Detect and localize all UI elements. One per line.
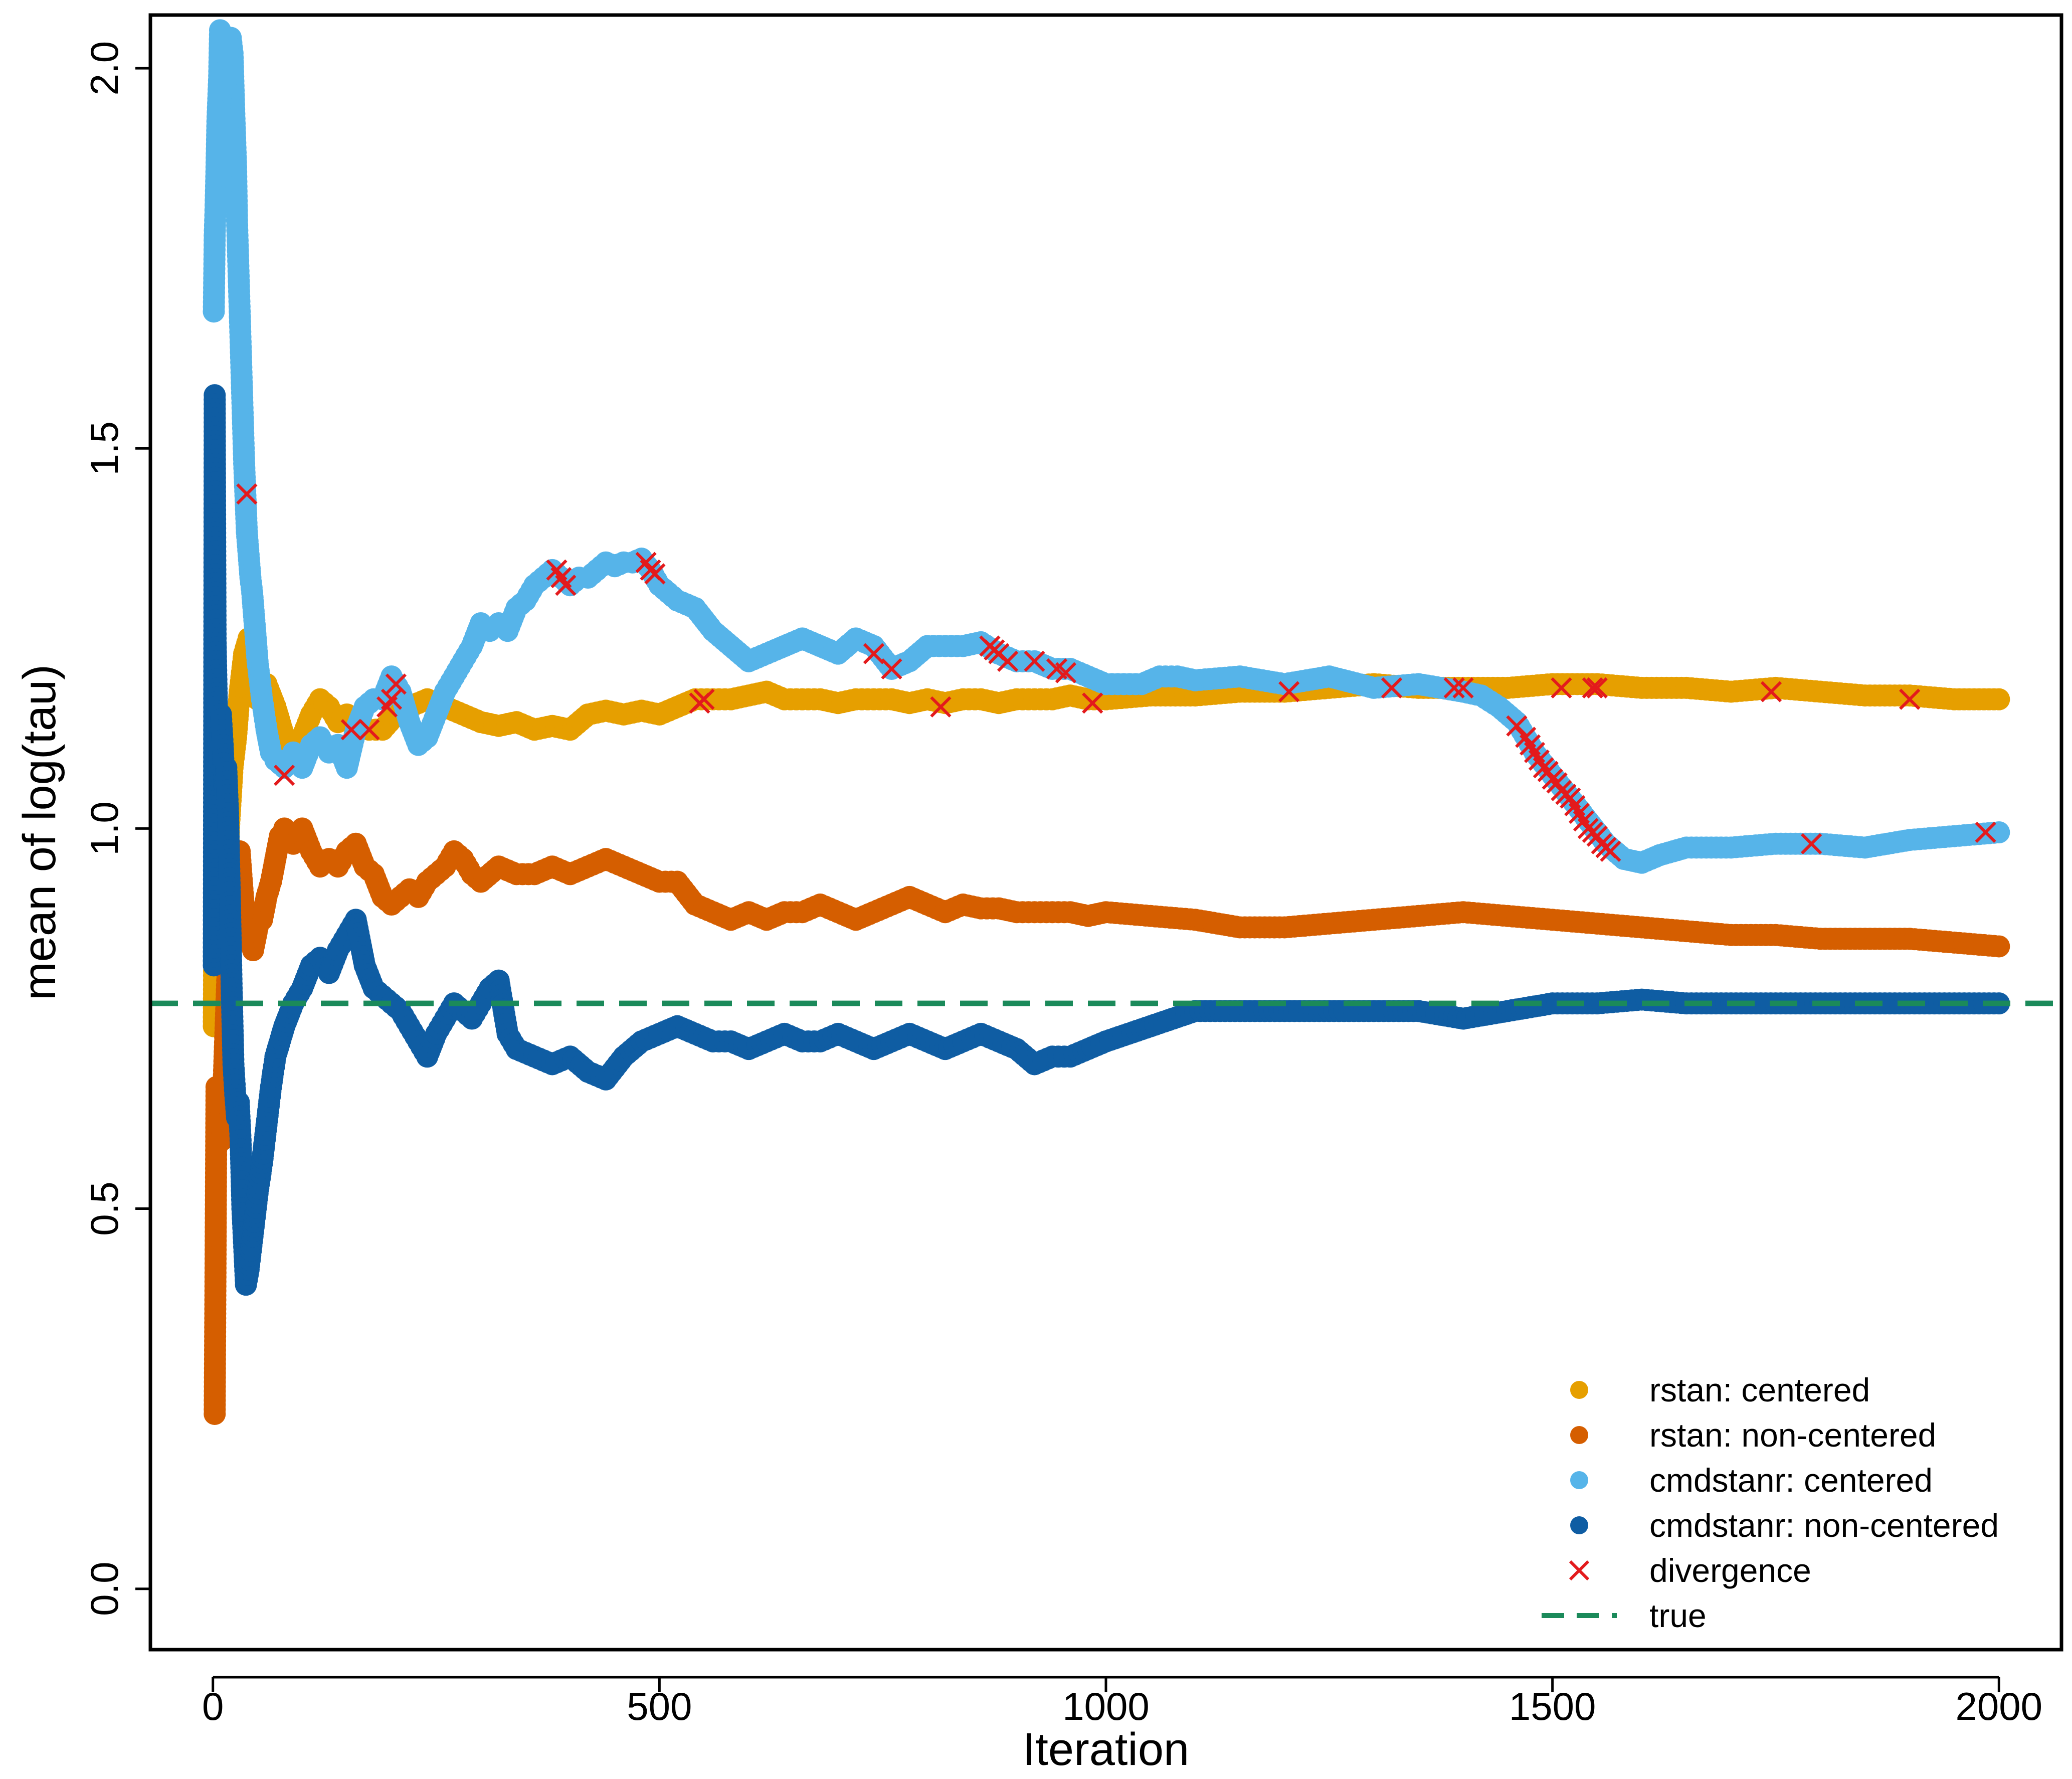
- legend-label: rstan: non-centered: [1649, 1416, 1936, 1454]
- divergence-layer: [236, 483, 1996, 862]
- series-3: [203, 384, 2010, 1296]
- legend-label: true: [1649, 1597, 1707, 1634]
- x-tick-label: 1000: [1062, 1684, 1150, 1728]
- legend-dot-symbol: [1570, 1516, 1588, 1534]
- divergence-marker: [358, 719, 380, 741]
- divergence-marker: [385, 673, 407, 695]
- legend-item: rstan: non-centered: [1570, 1416, 1936, 1454]
- divergence-marker: [930, 696, 952, 718]
- legend-dot-symbol: [1570, 1381, 1588, 1399]
- legend-label: divergence: [1649, 1552, 1811, 1589]
- x-tick-label: 2000: [1956, 1684, 2043, 1728]
- divergence-marker: [693, 688, 715, 710]
- legend-dot-symbol: [1570, 1426, 1588, 1444]
- y-tick-label: 2.0: [82, 41, 126, 95]
- legend-dot-symbol: [1570, 1471, 1588, 1489]
- divergence-marker: [274, 765, 295, 786]
- plot-frame: [148, 13, 2063, 1652]
- legend-item: true: [1542, 1597, 1707, 1634]
- divergence-marker: [1082, 692, 1103, 714]
- legend-label: cmdstanr: centered: [1649, 1462, 1933, 1499]
- axes-layer: 0 500 1000 1500 2000 0.0 0.5 1.0 1.5 2.0: [82, 41, 2042, 1728]
- divergence-marker: [381, 688, 403, 710]
- divergence-marker: [1506, 715, 1528, 737]
- divergence-marker: [1582, 677, 1603, 699]
- divergence-marker: [1055, 662, 1076, 683]
- legend-x-symbol: [1569, 1560, 1590, 1581]
- legend: rstan: centered rstan: non-centered cmdsta…: [1542, 1371, 1999, 1634]
- divergence-marker: [1381, 677, 1403, 699]
- divergence-marker: [1975, 821, 1996, 843]
- legend-item: cmdstanr: non-centered: [1570, 1507, 1999, 1544]
- divergence-marker: [340, 719, 362, 741]
- divergence-marker: [1278, 681, 1300, 702]
- data-point: [1988, 821, 2010, 843]
- divergence-marker: [236, 483, 258, 505]
- y-axis-title: mean of log(tau): [14, 664, 65, 1000]
- legend-label: rstan: centered: [1649, 1371, 1870, 1408]
- divergence-marker: [1760, 681, 1782, 702]
- divergence-marker: [1899, 688, 1921, 710]
- data-point: [1988, 935, 2010, 958]
- y-tick-label: 1.5: [82, 421, 126, 475]
- divergence-marker: [1600, 840, 1621, 862]
- x-tick-label: 0: [202, 1684, 224, 1728]
- legend-item: cmdstanr: centered: [1570, 1462, 1933, 1499]
- divergence-marker: [555, 575, 577, 596]
- y-tick-label: 0.5: [82, 1181, 126, 1235]
- data-point: [1988, 688, 2010, 710]
- divergence-marker: [863, 643, 884, 664]
- x-tick-label: 1500: [1509, 1684, 1596, 1728]
- divergence-marker: [997, 650, 1019, 672]
- divergence-marker: [1024, 650, 1045, 672]
- divergence-marker: [644, 563, 666, 585]
- legend-item: rstan: centered: [1570, 1371, 1870, 1408]
- legend-label: cmdstanr: non-centered: [1649, 1507, 1999, 1544]
- divergence-marker: [1443, 677, 1465, 699]
- divergence-marker: [1801, 833, 1822, 854]
- y-tick-label: 0.0: [82, 1561, 126, 1616]
- x-axis-title: Iteration: [1023, 1724, 1189, 1775]
- y-tick-label: 1.0: [82, 801, 126, 855]
- x-tick-label: 500: [627, 1684, 692, 1728]
- divergence-marker: [1452, 677, 1474, 699]
- divergence-marker: [1586, 677, 1608, 699]
- divergence-marker: [1551, 677, 1572, 699]
- divergence-marker: [881, 658, 902, 680]
- legend-item: divergence: [1569, 1552, 1811, 1589]
- points-layer: [203, 19, 2010, 1425]
